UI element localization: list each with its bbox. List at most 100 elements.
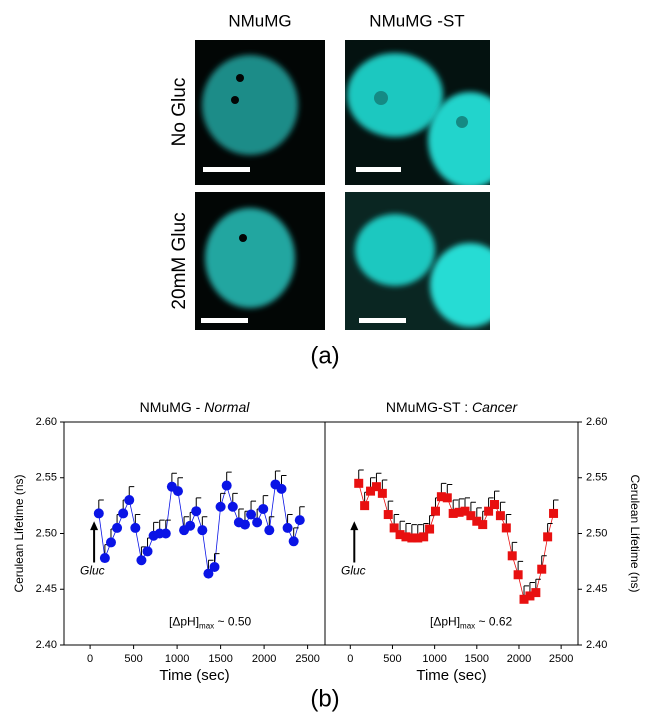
x-tick-label: 2000: [252, 653, 276, 665]
row-label: No Gluc: [169, 78, 190, 147]
marker: [460, 506, 470, 516]
marker: [276, 483, 287, 494]
y-tick-label: 2.55: [586, 472, 607, 484]
marker: [436, 492, 446, 502]
x-axis-label: Time (sec): [159, 667, 229, 684]
marker: [519, 594, 529, 604]
marker: [495, 511, 505, 521]
marker: [197, 525, 208, 536]
marker: [419, 532, 429, 542]
note-sub: max: [199, 622, 214, 631]
marker: [501, 523, 511, 533]
x-tick-label: 500: [383, 653, 401, 665]
y-axis-label: Cerulean Lifetime (ns): [628, 474, 642, 592]
title-emphasis: Normal: [204, 399, 250, 415]
marker: [209, 561, 220, 572]
marker: [288, 536, 299, 547]
marker: [227, 501, 238, 512]
marker: [478, 520, 488, 530]
y-tick-label: 2.45: [586, 583, 607, 595]
marker: [185, 520, 196, 531]
marker: [371, 482, 381, 492]
marker: [513, 570, 523, 580]
marker: [531, 588, 541, 598]
marker: [472, 516, 482, 526]
y-tick-label: 2.40: [586, 639, 607, 651]
marker: [549, 508, 559, 518]
marker: [191, 506, 202, 517]
marker: [136, 555, 147, 566]
note: [ΔpH]max ~ 0.50: [169, 615, 252, 631]
y-tick-label: 2.50: [36, 527, 57, 539]
marker: [383, 510, 393, 520]
x-tick-label: 1000: [165, 653, 189, 665]
x-tick-label: 1500: [465, 653, 489, 665]
y-tick-label: 2.50: [586, 527, 607, 539]
plot-frame: [324, 421, 579, 646]
marker: [448, 508, 458, 518]
y-axis-label: Cerulean Lifetime (ns): [12, 474, 26, 592]
marker: [118, 508, 129, 519]
title-emphasis: Cancer: [472, 399, 518, 415]
note-rest: ~ 0.50: [214, 615, 251, 629]
x-tick-label: 0: [87, 653, 93, 665]
marker: [366, 486, 376, 496]
x-tick-label: 1000: [422, 653, 446, 665]
marker: [93, 508, 104, 519]
marker: [442, 493, 452, 503]
y-tick-label: 2.60: [586, 416, 607, 428]
y-tick-label: 2.55: [36, 472, 57, 484]
marker: [413, 533, 423, 543]
marker: [466, 511, 476, 521]
marker: [294, 515, 305, 526]
x-tick-label: 1500: [208, 653, 232, 665]
panel-label: (a): [310, 342, 339, 369]
note: [ΔpH]max ~ 0.62: [430, 615, 513, 631]
marker: [282, 522, 293, 533]
x-tick-label: 0: [347, 653, 353, 665]
marker: [239, 519, 250, 530]
annotation: Gluc: [341, 564, 366, 578]
marker: [425, 524, 435, 534]
marker: [142, 546, 153, 557]
y-tick-label: 2.40: [36, 639, 57, 651]
micrograph: [345, 192, 490, 330]
marker: [430, 506, 440, 516]
marker: [203, 568, 214, 579]
marker: [130, 522, 141, 533]
marker: [264, 525, 275, 536]
arrow-head: [90, 521, 99, 531]
note-sub: max: [460, 622, 475, 631]
marker: [215, 501, 226, 512]
marker: [484, 506, 494, 516]
annotation: Gluc: [80, 564, 105, 578]
row-label: 20mM Gluc: [169, 212, 190, 309]
note-rest: ~ 0.62: [475, 615, 512, 629]
arrow-head: [350, 521, 359, 531]
marker: [112, 522, 123, 533]
note-text: [ΔpH]: [430, 615, 460, 629]
title-text: NMuMG-ST :: [386, 399, 472, 415]
marker: [395, 530, 405, 540]
marker: [172, 486, 183, 497]
series-line: [358, 483, 554, 600]
marker: [252, 517, 263, 528]
micrograph: [345, 40, 490, 185]
column-label: NMuMG: [228, 11, 291, 30]
marker: [490, 500, 500, 510]
marker: [99, 553, 110, 564]
marker: [124, 495, 135, 506]
x-tick-label: 500: [124, 653, 142, 665]
x-tick-label: 2500: [549, 653, 573, 665]
marker: [407, 533, 417, 543]
marker: [160, 528, 171, 539]
marker: [454, 507, 464, 517]
plot-frame: [63, 421, 326, 646]
chart-title: NMuMG-ST : Cancer: [386, 399, 519, 415]
marker: [377, 488, 387, 498]
charts: NMuMG - Normal Time (sec) Cerulean Lifetim…: [12, 399, 642, 684]
micrograph: [195, 192, 325, 330]
x-tick-label: 2500: [295, 653, 319, 665]
panel-label: (b): [310, 685, 339, 712]
micrograph: [195, 40, 325, 185]
